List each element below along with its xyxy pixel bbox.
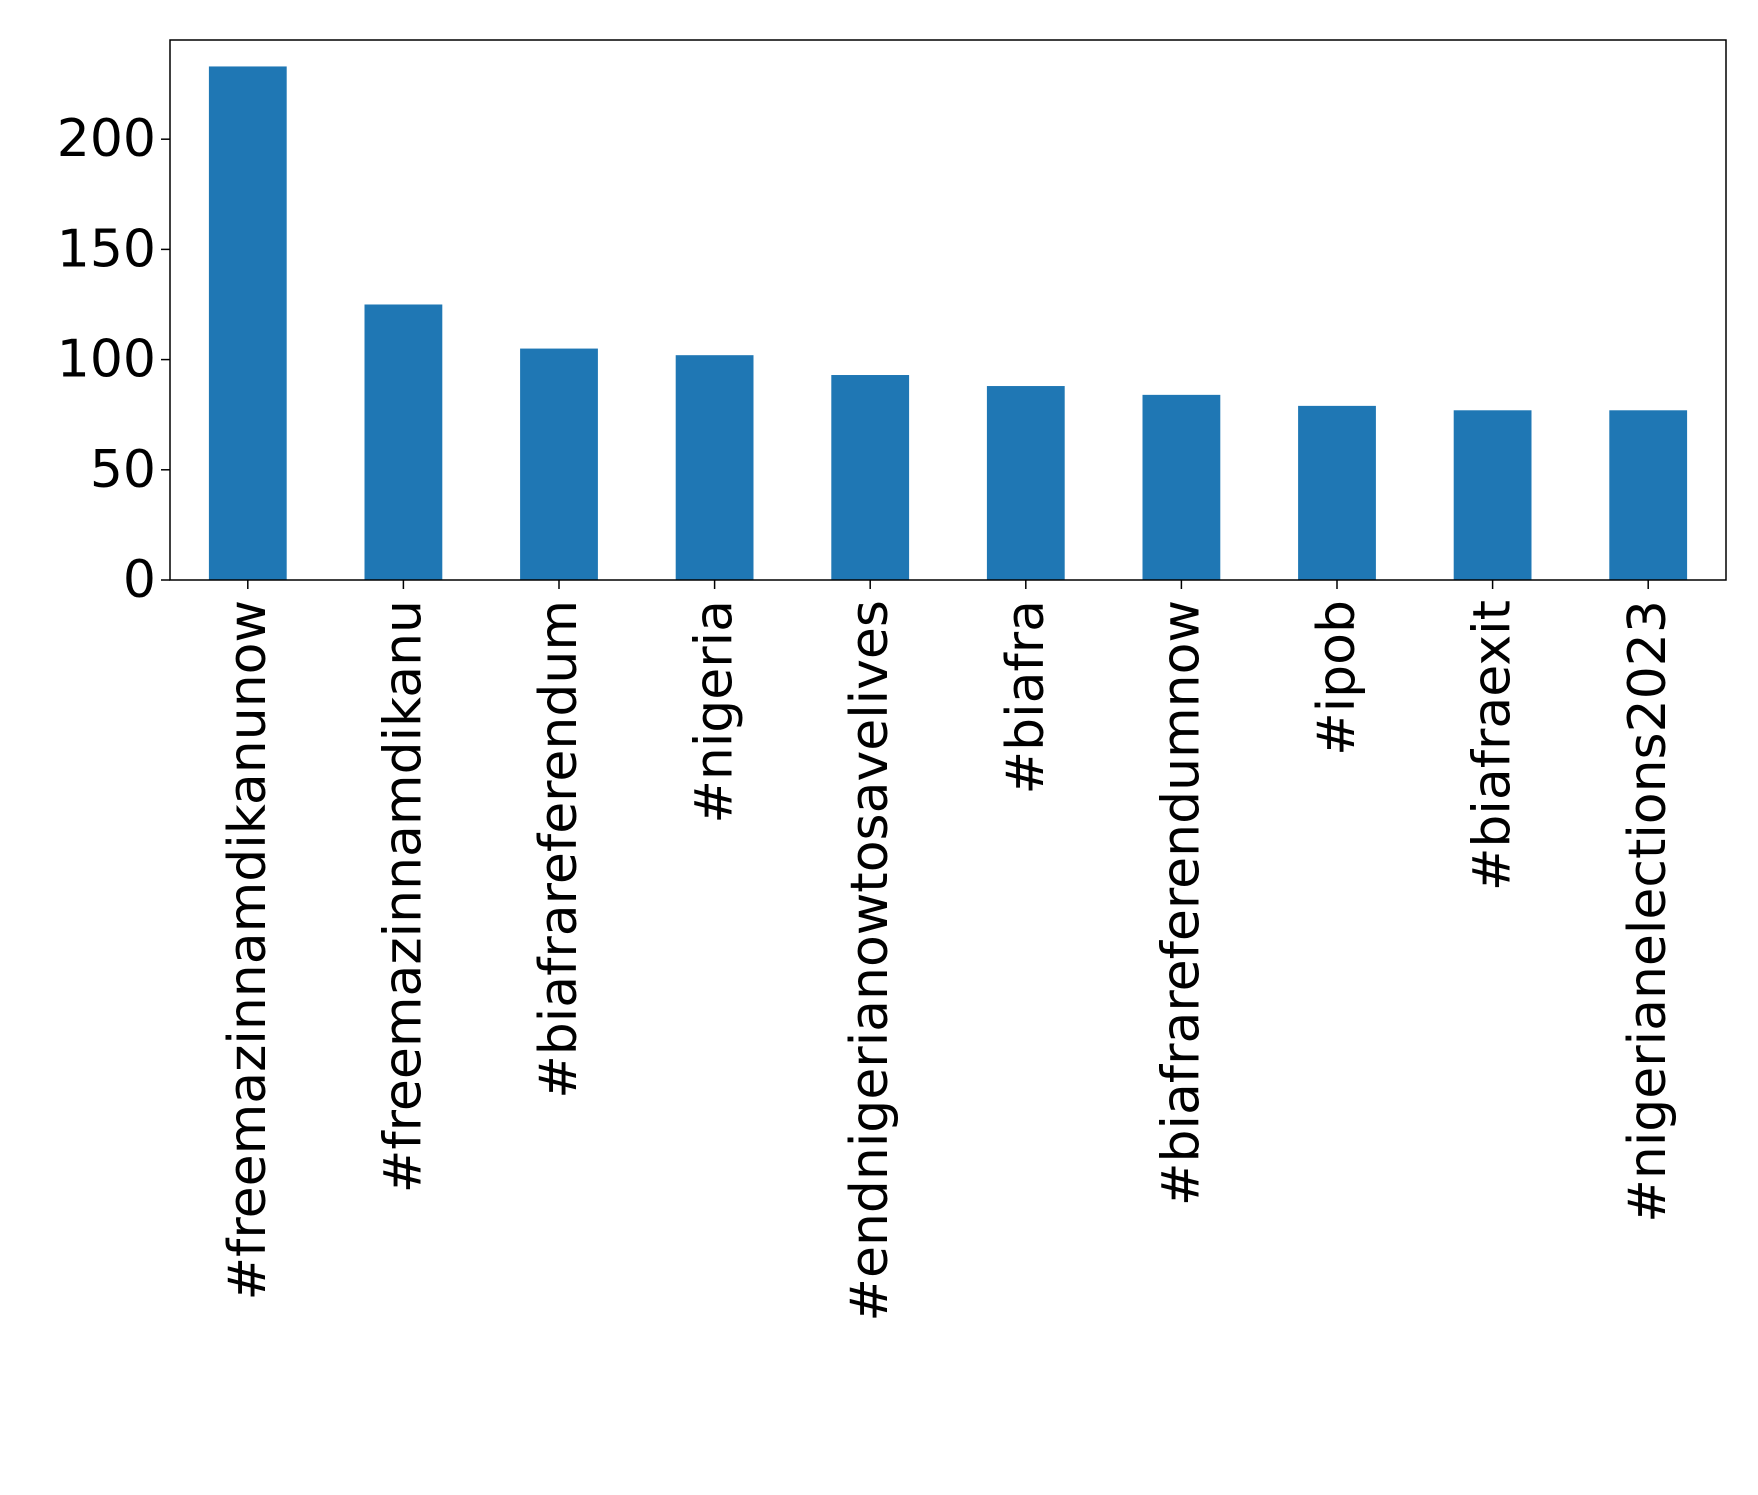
- x-tick-label-4: #endnigerianowtosavelives: [840, 600, 900, 1322]
- bar-7: [1298, 405, 1376, 580]
- x-tick-label-2: #biafrareferendum: [529, 600, 589, 1099]
- x-tick-label-8: #biafraexit: [1463, 600, 1523, 891]
- bar-9: [1609, 410, 1688, 580]
- bar-1: [364, 304, 443, 580]
- bar-8: [1453, 410, 1532, 580]
- x-axis: #freemazinnamdikanunow #freemazinnamdikan…: [218, 580, 1678, 1322]
- x-tick-label-6: #biafrareferendumnow: [1151, 600, 1211, 1206]
- y-axis: 0 50 100 150 200: [57, 109, 170, 610]
- y-tick-label-4: 200: [57, 109, 156, 169]
- x-tick-label-1: #freemazinnamdikanu: [373, 600, 433, 1193]
- bars-group: [208, 66, 1688, 581]
- bar-5: [986, 386, 1065, 580]
- x-tick-label-9: #nigerianelections2023: [1618, 600, 1678, 1223]
- bar-0: [208, 66, 287, 581]
- y-tick-label-1: 50: [90, 440, 156, 500]
- y-tick-label-3: 150: [57, 219, 156, 279]
- x-tick-label-5: #biafra: [996, 600, 1056, 794]
- bar-6: [1142, 394, 1221, 580]
- bar-2: [520, 348, 598, 580]
- x-tick-label-7: #ipob: [1307, 600, 1367, 756]
- x-tick-label-0: #freemazinnamdikanunow: [218, 600, 278, 1301]
- bar-4: [831, 375, 910, 580]
- plot-frame: [169, 39, 1727, 581]
- x-tick-label-3: #nigeria: [685, 600, 745, 824]
- y-tick-label-0: 0: [123, 550, 156, 610]
- y-tick-label-2: 100: [57, 330, 156, 390]
- bar-3: [675, 355, 754, 580]
